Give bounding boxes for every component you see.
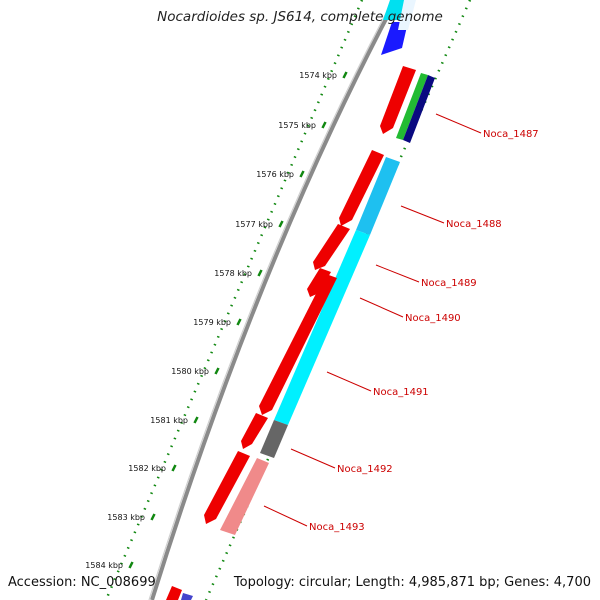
gene-arrow-1487 <box>380 66 416 134</box>
tick-mark <box>321 121 327 129</box>
tick-label: 1575 kbp <box>278 121 316 130</box>
tick-mark <box>193 416 199 424</box>
tick-label: 1579 kbp <box>193 318 231 327</box>
gene-arrow-1491 <box>259 274 337 415</box>
gene-label[interactable]: Noca_1493 <box>309 522 365 533</box>
gene-feature-blue-top <box>381 22 408 55</box>
gene-feature-navy <box>403 75 435 143</box>
gene-label[interactable]: Noca_1491 <box>373 387 429 398</box>
gene-arrow-1488 <box>339 150 384 226</box>
topology-text: Topology: circular; Length: 4,985,871 bp… <box>233 575 591 590</box>
gene-feature-white-top <box>398 0 416 30</box>
gene-feature-pink <box>220 458 269 535</box>
gene-label[interactable]: Noca_1490 <box>405 313 461 324</box>
gene-feature-cyan <box>274 230 370 425</box>
genome-backbone-highlight <box>148 0 394 600</box>
tick-mark <box>128 561 134 569</box>
tick-label: 1576 kbp <box>256 170 294 179</box>
gene-arrow-1489 <box>313 224 350 270</box>
tick-label: 1580 kbp <box>171 367 209 376</box>
tick-label: 1584 kbp <box>85 561 123 570</box>
accession-text: Accession: NC_008699 <box>8 575 156 590</box>
axis-ticks: 1574 kbp 1575 kbp 1576 kbp 1577 kbp 1578 kbp… <box>85 71 348 570</box>
gene-arrow-1490 <box>307 268 331 297</box>
tick-label: 1574 kbp <box>299 71 337 80</box>
gene-label-leader <box>263 505 308 527</box>
tick-label: 1577 kbp <box>235 220 273 229</box>
tick-mark <box>257 269 263 277</box>
gene-arrow-1493 <box>204 451 250 524</box>
tick-label: 1583 kbp <box>107 513 145 522</box>
gene-label[interactable]: Noca_1489 <box>421 278 477 289</box>
tick-label: 1581 kbp <box>150 416 188 425</box>
gene-label-leader <box>326 371 372 392</box>
red-cds-features <box>166 66 416 600</box>
gene-label[interactable]: Noca_1488 <box>446 219 502 230</box>
gene-label-leader <box>435 113 482 134</box>
gene-arrow-bottom <box>166 586 182 600</box>
tick-mark <box>214 367 220 375</box>
tick-label: 1578 kbp <box>214 269 252 278</box>
gene-label-leader <box>359 297 404 318</box>
tick-mark <box>299 170 305 178</box>
gene-label-leader <box>375 264 420 283</box>
tick-label: 1582 kbp <box>128 464 166 473</box>
gene-feature-light-blue <box>356 157 400 235</box>
gene-arrow-1492 <box>241 413 268 449</box>
genome-title: Nocardioides sp. JS614, complete genome <box>157 9 443 25</box>
tick-mark <box>171 464 177 472</box>
gene-label-leader <box>400 205 445 224</box>
tick-mark <box>278 220 284 228</box>
gene-feature-green <box>396 73 428 140</box>
tick-mark <box>236 318 242 326</box>
gene-label[interactable]: Noca_1492 <box>337 464 393 475</box>
gene-labels: Noca_1487 Noca_1488 Noca_1489 Noca_1490 Noca… <box>263 113 539 533</box>
genome-backbone <box>150 0 398 600</box>
gene-label-leader <box>290 448 336 469</box>
gene-feature-grey <box>260 420 288 458</box>
tick-mark <box>342 71 348 79</box>
tick-mark <box>150 513 156 521</box>
gene-label[interactable]: Noca_1487 <box>483 129 539 140</box>
gene-feature-bottom-blue <box>181 593 193 600</box>
